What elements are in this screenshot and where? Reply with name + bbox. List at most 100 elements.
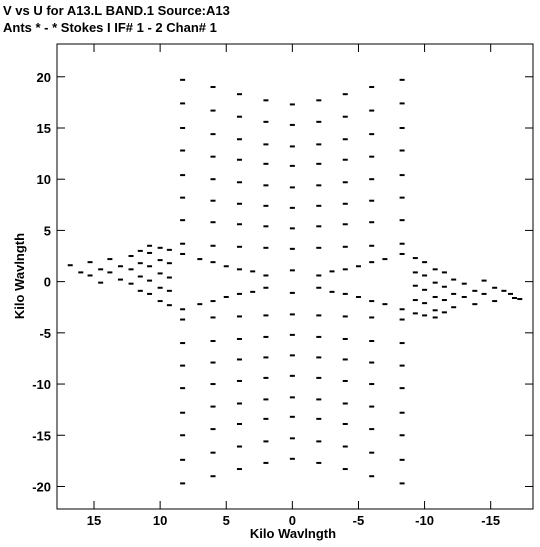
uv-point <box>342 245 348 248</box>
uv-point <box>236 402 242 405</box>
y-tick-label: 15 <box>37 121 51 136</box>
y-tick-label: 20 <box>37 70 51 85</box>
uv-point <box>342 223 348 226</box>
uv-point <box>329 270 335 273</box>
uv-point <box>342 268 348 271</box>
uv-point <box>67 264 73 267</box>
chart-title: V vs U for A13.L BAND.1 Source:A13 <box>3 3 230 18</box>
uv-point <box>236 422 242 425</box>
uv-point <box>180 318 186 321</box>
uv-point <box>147 292 153 295</box>
uv-point <box>481 279 487 282</box>
uv-point <box>342 402 348 405</box>
uv-point <box>289 457 295 460</box>
uv-point <box>137 275 143 278</box>
uv-point <box>210 261 216 264</box>
uv-point <box>508 292 514 295</box>
uv-point <box>180 174 186 177</box>
uv-point <box>399 219 405 222</box>
uv-point <box>399 411 405 414</box>
uv-point <box>432 316 438 319</box>
uv-point <box>316 356 322 359</box>
uv-point <box>369 405 375 408</box>
uv-point <box>263 461 269 464</box>
uv-point <box>432 309 438 312</box>
uv-point <box>342 138 348 141</box>
uv-point <box>180 364 186 367</box>
uv-point <box>316 461 322 464</box>
uv-point <box>441 311 447 314</box>
uv-point <box>316 440 322 443</box>
uv-point <box>517 298 523 301</box>
uv-point <box>128 255 134 258</box>
uv-point <box>412 299 418 302</box>
uv-point <box>180 242 186 245</box>
uv-point <box>316 184 322 187</box>
uv-point <box>147 265 153 268</box>
uv-point <box>289 291 295 294</box>
uv-point <box>263 335 269 338</box>
uv-point <box>98 281 104 284</box>
uv-point <box>236 337 242 340</box>
uv-point <box>316 274 322 277</box>
uv-point <box>180 411 186 414</box>
y-tick-label: -10 <box>32 377 51 392</box>
uv-point <box>342 337 348 340</box>
uv-point <box>316 225 322 228</box>
uv-point <box>236 158 242 161</box>
uv-point <box>236 181 242 184</box>
uv-point <box>316 286 322 289</box>
uv-point <box>369 383 375 386</box>
uv-point <box>180 252 186 255</box>
uv-point <box>316 204 322 207</box>
uv-point <box>98 268 104 271</box>
uv-point <box>289 123 295 126</box>
uv-point <box>369 340 375 343</box>
uv-point <box>422 261 428 264</box>
uv-point <box>382 258 388 261</box>
uv-point <box>369 475 375 478</box>
x-tick-label: 10 <box>153 513 167 528</box>
uv-point <box>210 361 216 364</box>
uv-point <box>412 284 418 287</box>
uv-point <box>157 272 163 275</box>
uv-point <box>492 300 498 303</box>
y-tick-label: 10 <box>37 172 51 187</box>
uv-point <box>87 274 93 277</box>
uv-point <box>180 458 186 461</box>
uv-point <box>369 178 375 181</box>
uv-point <box>289 333 295 336</box>
uv-point <box>441 299 447 302</box>
uv-point <box>236 93 242 96</box>
uv-point <box>289 247 295 250</box>
uv-point <box>316 376 322 379</box>
uv-point <box>369 133 375 136</box>
uv-point <box>451 306 457 309</box>
uv-point <box>342 93 348 96</box>
uv-point <box>263 184 269 187</box>
uv-point <box>263 99 269 102</box>
uv-point <box>236 268 242 271</box>
uv-point <box>263 143 269 146</box>
uv-point <box>236 315 242 318</box>
y-tick-label: 5 <box>44 223 51 238</box>
x-tick-label: 15 <box>87 513 101 528</box>
plot-frame <box>56 43 534 510</box>
uv-point <box>399 252 405 255</box>
uv-point <box>369 155 375 158</box>
uv-point <box>210 340 216 343</box>
uv-point <box>263 417 269 420</box>
uv-point <box>157 259 163 262</box>
uv-point <box>399 482 405 485</box>
uv-point <box>180 126 186 129</box>
uv-point <box>180 387 186 390</box>
uv-point <box>263 120 269 123</box>
uv-point <box>316 314 322 317</box>
uv-point <box>355 295 361 298</box>
y-tick-label: 0 <box>44 275 51 290</box>
uv-point <box>180 102 186 105</box>
uv-point <box>342 158 348 161</box>
uv-point <box>166 248 172 251</box>
uv-point <box>236 223 242 226</box>
